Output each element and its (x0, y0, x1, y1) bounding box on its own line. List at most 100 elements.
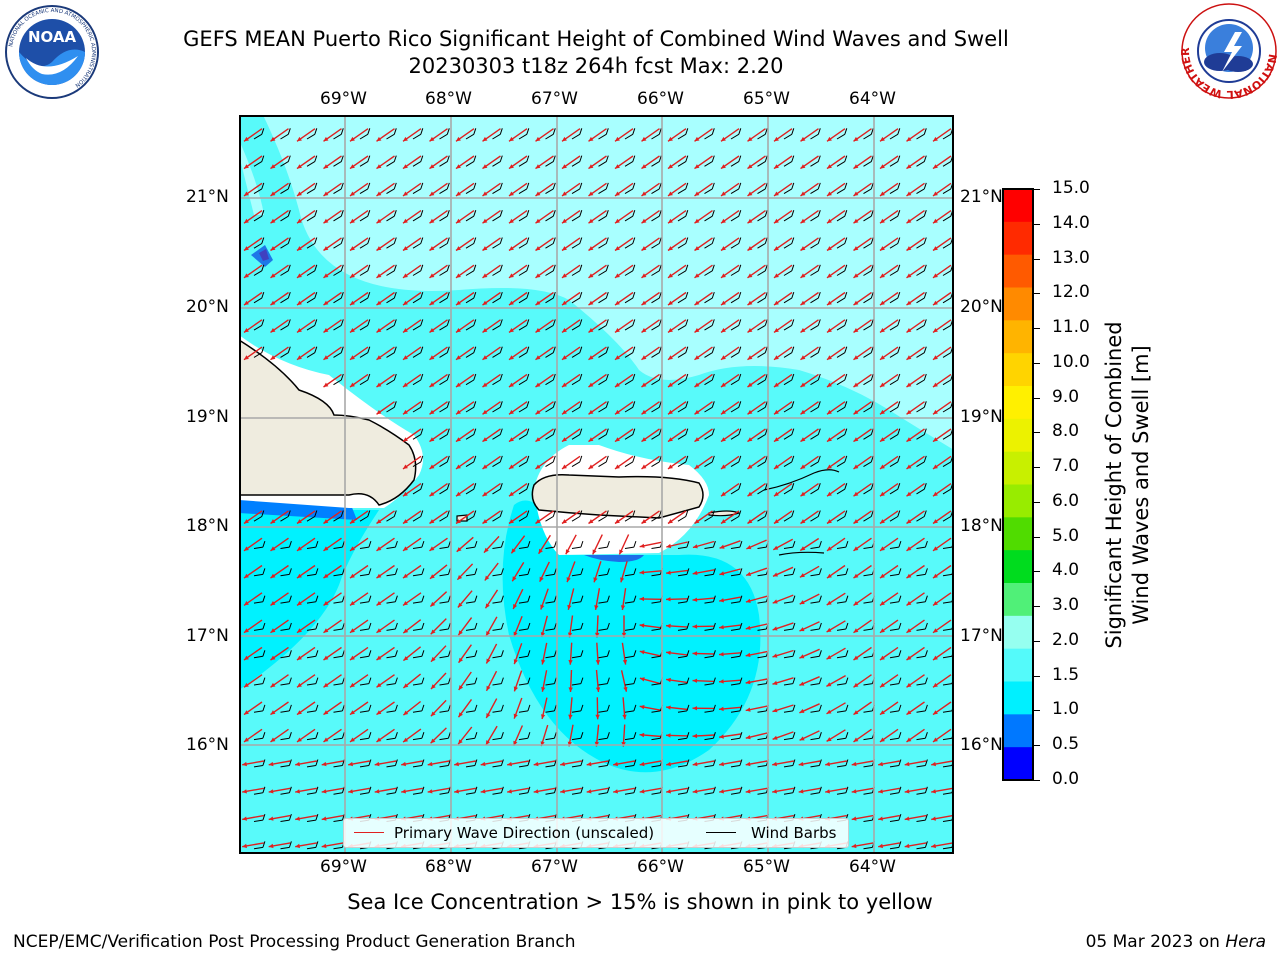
wave-direction-arrowhead (694, 218, 700, 224)
wave-direction-arrowhead (588, 519, 594, 524)
map-subtitle: 20230303 t18z 264h fcst Max: 2.20 (408, 54, 784, 78)
wave-direction-arrowhead (429, 355, 435, 360)
wind-barb (730, 264, 742, 276)
wind-barb (730, 155, 742, 167)
wave-direction-arrowhead (880, 164, 885, 169)
wave-direction-arrowhead (376, 409, 382, 415)
wind-barb (465, 373, 477, 386)
wind-barb (624, 455, 636, 468)
wave-direction-arrowhead (800, 273, 806, 278)
wind-barb (412, 540, 425, 549)
wind-barb (439, 401, 450, 413)
wind-barb (545, 540, 557, 549)
wind-barb (571, 182, 583, 195)
wind-barb (810, 264, 821, 276)
wave-direction-arrowhead (350, 164, 355, 169)
wave-direction-arrowhead (851, 843, 857, 849)
wave-direction-arrowhead (323, 573, 329, 579)
wave-direction-arrowhead (721, 437, 726, 442)
wave-direction-arrowhead (588, 300, 594, 306)
wave-direction-arrowhead (509, 464, 514, 469)
wave-direction-arrowhead (620, 605, 626, 610)
wind-barb (518, 428, 530, 440)
wave-direction-arrowhead (853, 355, 859, 360)
wind-barb (863, 237, 874, 249)
wave-direction-arrowhead (747, 409, 753, 415)
wind-barb (545, 237, 556, 249)
wind-barb (598, 540, 610, 549)
wind-barb (730, 455, 742, 468)
wind-barb (386, 128, 397, 140)
wave-direction-arrowhead (350, 737, 355, 742)
wind-barb (598, 128, 609, 140)
wind-barb (359, 677, 372, 686)
wave-direction-arrowhead (541, 687, 546, 692)
wind-barb (836, 346, 848, 358)
wind-barb (492, 155, 503, 167)
wave-direction-arrowhead (427, 761, 433, 767)
wave-direction-arrowhead (933, 628, 938, 633)
wind-barb (465, 677, 478, 686)
wind-barb (280, 264, 291, 276)
wind-barb (677, 704, 690, 713)
wave-direction-arrowhead (562, 218, 567, 224)
colorbar-tick-label: 1.0 (1052, 699, 1080, 720)
wave-direction-arrowhead (350, 328, 355, 333)
wave-direction-arrowhead (513, 686, 518, 692)
wave-direction-arrowhead (562, 437, 567, 442)
wave-direction-arrowhead (826, 627, 832, 632)
wave-direction-arrowhead (588, 437, 594, 442)
wind-barb (624, 540, 637, 549)
wind-barb (651, 510, 662, 522)
wind-barb (492, 210, 503, 222)
wind-barb (412, 319, 424, 331)
wind-barb (518, 510, 530, 522)
wind-barb (863, 155, 874, 167)
wave-direction-arrowhead (641, 409, 647, 415)
wave-direction-arrowhead (588, 191, 594, 196)
wave-direction-arrowhead (880, 464, 885, 469)
wind-barb (730, 786, 743, 795)
wave-direction-arrowhead (513, 659, 518, 665)
wave-direction-arrowhead (853, 382, 859, 387)
wave-direction-arrowhead (906, 464, 912, 469)
wind-barb (571, 595, 584, 604)
wind-barb (386, 237, 397, 249)
wind-barb (810, 182, 821, 195)
wave-direction-arrowhead (719, 761, 724, 767)
wind-barb (836, 401, 848, 413)
wind-barb (677, 210, 689, 222)
wind-barb (253, 595, 266, 604)
wave-direction-arrowhead (933, 218, 938, 224)
wind-barb (465, 401, 477, 413)
wave-direction-arrowhead (567, 604, 572, 610)
wind-barb (889, 677, 902, 686)
wind-barb (704, 510, 715, 522)
wave-direction-arrowhead (827, 409, 832, 415)
wind-barb (492, 428, 503, 440)
wind-barb (783, 155, 795, 167)
wave-direction-arrowhead (458, 657, 463, 663)
wind-barb (412, 622, 425, 631)
wave-direction-arrowhead (906, 573, 912, 579)
wind-barb (492, 483, 503, 495)
wind-barb (810, 677, 822, 686)
wind-barb (306, 759, 319, 768)
wave-direction-arrowhead (456, 273, 461, 278)
wind-barb (916, 650, 928, 659)
wind-barb (916, 841, 928, 850)
wind-barb (412, 264, 424, 276)
wind-barb (677, 677, 690, 686)
wave-direction-arrowhead (666, 623, 671, 629)
wave-direction-arrowhead (827, 164, 832, 169)
wave-direction-arrowhead (615, 519, 620, 524)
wave-direction-arrowhead (297, 546, 302, 551)
wind-barb (253, 786, 266, 795)
wind-barb (412, 346, 424, 358)
wave-direction-arrowhead (906, 300, 912, 306)
wind-barb (889, 291, 901, 304)
wave-direction-arrowhead (772, 789, 777, 794)
wave-direction-arrowhead (800, 136, 806, 142)
wind-barb (359, 291, 371, 304)
wind-barb (810, 346, 821, 358)
